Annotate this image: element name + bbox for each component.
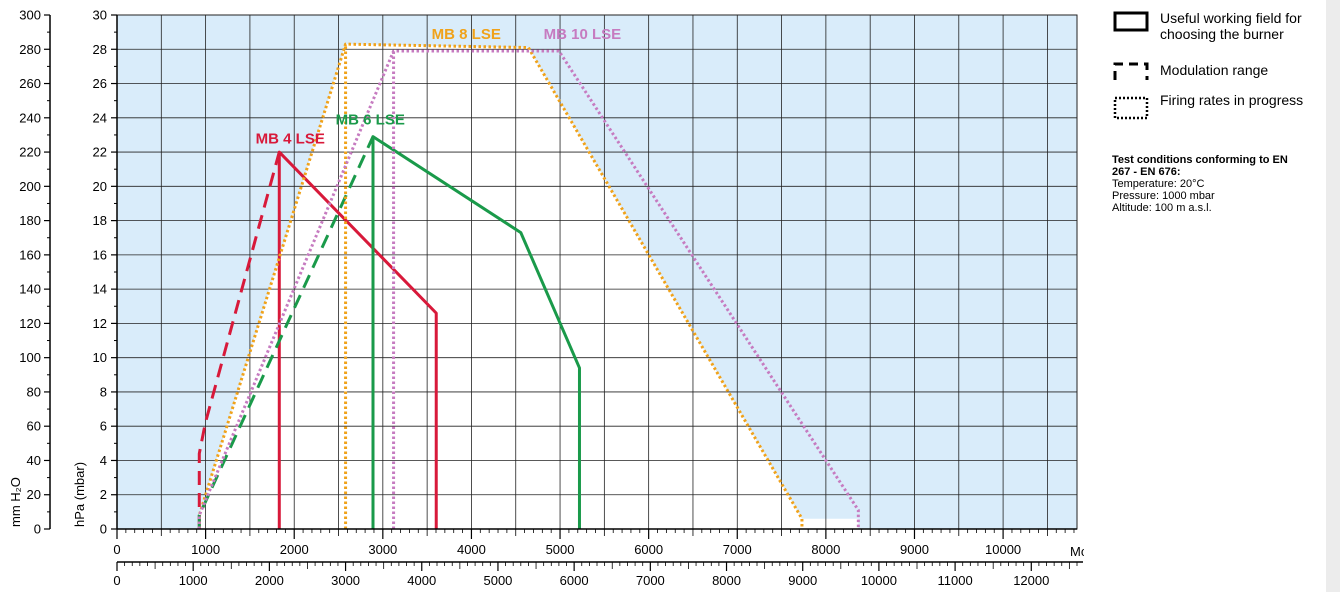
x-bottom-tick-label: 12000: [1013, 573, 1049, 588]
y-outer-tick-label: 240: [19, 110, 41, 125]
legend-label: Useful working field for choosing the bu…: [1160, 10, 1302, 42]
y-outer-tick-label: 40: [27, 453, 41, 468]
dashed-box-icon: [1113, 62, 1149, 80]
series-name-label: MB 6 LSE: [336, 112, 405, 129]
y-inner-tick-label: 16: [93, 247, 107, 262]
series-name-label: MB 4 LSE: [256, 131, 325, 148]
series-name-label: MB 8 LSE: [432, 26, 501, 43]
y-inner-tick-label: 28: [93, 42, 107, 57]
y-outer-tick-label: 80: [27, 384, 41, 399]
x-bottom-tick-label: 2000: [255, 573, 284, 588]
legend-item-firing-rates: Firing rates in progress: [1112, 92, 1320, 122]
y-outer-tick-label: 60: [27, 419, 41, 434]
x-bottom-tick-label: 10000: [861, 573, 897, 588]
x-top-tick-label: 4000: [457, 542, 486, 557]
x-top-tick-label: 5000: [546, 542, 575, 557]
test-temperature: Temperature: 20°C: [1112, 178, 1205, 190]
y-inner-tick-label: 2: [100, 487, 107, 502]
y-outer-tick-label: 200: [19, 179, 41, 194]
y-outer-tick-label: 120: [19, 316, 41, 331]
y-outer-axis-label: mm H₂O: [8, 477, 23, 527]
x-bottom-tick-label: 1000: [179, 573, 208, 588]
y-inner-tick-label: 14: [93, 282, 107, 297]
y-inner-tick-label: 22: [93, 145, 107, 160]
y-outer-tick-label: 220: [19, 145, 41, 160]
x-top-tick-label: 2000: [280, 542, 309, 557]
x-bottom-tick-label: 8000: [712, 573, 741, 588]
test-conditions-title: Test conditions conforming to EN 267 - E…: [1112, 154, 1288, 178]
legend-panel: Useful working field for choosing the bu…: [1084, 0, 1340, 592]
series-line-mb-10-lse-dotted: [197, 49, 860, 529]
working-field-area: [199, 44, 859, 529]
x-bottom-tick-label: 3000: [331, 573, 360, 588]
legend-label: Firing rates in progress: [1160, 92, 1304, 108]
series-name-label: MB 10 LSE: [544, 26, 622, 43]
x-top-tick-label: 9000: [900, 542, 929, 557]
y-outer-tick-label: 300: [19, 8, 41, 23]
x-top-tick-label: 10000: [985, 542, 1021, 557]
x-top-tick-label: 3000: [368, 542, 397, 557]
x-bottom-tick-label: 9000: [788, 573, 817, 588]
y-inner-tick-label: 26: [93, 76, 107, 91]
x-top-tick-label: 7000: [723, 542, 752, 557]
grid: [116, 14, 1078, 530]
y-outer-tick-label: 280: [19, 42, 41, 57]
axes: 0204060801001201401601802002202402602803…: [19, 8, 1083, 588]
y-inner-tick-label: 4: [100, 453, 107, 468]
x-bottom-tick-label: 0: [113, 573, 120, 588]
solid-box-icon: [1113, 11, 1149, 32]
legend-item-modulation: Modulation range: [1112, 60, 1320, 84]
y-outer-tick-label: 100: [19, 350, 41, 365]
legend-item-working-field: Useful working field for choosing the bu…: [1112, 10, 1320, 42]
x-top-tick-label: 8000: [811, 542, 840, 557]
y-outer-tick-label: 0: [34, 522, 41, 537]
y-inner-tick-label: 10: [93, 350, 107, 365]
series-line-mb-6-lse-dashed: [197, 136, 375, 529]
y-outer-tick-label: 140: [19, 282, 41, 297]
dotted-box-icon: [1113, 96, 1149, 120]
x-top-tick-label: 6000: [634, 542, 663, 557]
y-inner-tick-label: 0: [100, 522, 107, 537]
y-outer-tick-label: 260: [19, 76, 41, 91]
y-outer-tick-label: 20: [27, 487, 41, 502]
test-conditions: Test conditions conforming to EN 267 - E…: [1112, 154, 1302, 214]
plot-background: [117, 15, 1077, 529]
x-top-tick-label: 0: [113, 542, 120, 557]
x-bottom-tick-label: 6000: [560, 573, 589, 588]
y-inner-tick-label: 12: [93, 316, 107, 331]
series-labels: MB 4 LSE MB 6 LSE MB 8 LSE MB 10 LSE: [256, 26, 622, 148]
x-bottom-tick-label: 5000: [483, 573, 512, 588]
y-inner-tick-label: 24: [93, 110, 107, 125]
y-inner-tick-label: 8: [100, 384, 107, 399]
x-top-tick-label: 1000: [191, 542, 220, 557]
y-outer-tick-label: 180: [19, 213, 41, 228]
series-layer: [197, 42, 860, 529]
x-bottom-tick-label: 7000: [636, 573, 665, 588]
series-line-mb-4-lse-dashed: [197, 151, 281, 529]
y-inner-tick-label: 18: [93, 213, 107, 228]
y-outer-tick-label: 160: [19, 247, 41, 262]
legend-label: Modulation range: [1160, 62, 1269, 78]
page-edge-strip: [1326, 0, 1340, 592]
x-bottom-tick-label: 11000: [938, 573, 973, 588]
test-pressure: Pressure: 1000 mbar: [1112, 190, 1215, 202]
test-altitude: Altitude: 100 m a.s.l.: [1112, 202, 1212, 214]
y-inner-tick-label: 20: [93, 179, 107, 194]
y-inner-axis-label: hPa (mbar): [72, 462, 87, 527]
series-line-mb-6-lse-solid: [371, 135, 581, 529]
y-inner-tick-label: 30: [93, 8, 107, 23]
x-bottom-tick-label: 4000: [407, 573, 436, 588]
y-inner-tick-label: 6: [100, 419, 107, 434]
